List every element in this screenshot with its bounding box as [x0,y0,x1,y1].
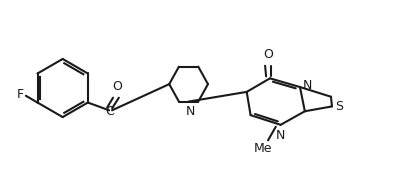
Text: C: C [105,105,114,118]
Text: O: O [112,80,121,93]
Text: N: N [185,105,195,118]
Text: F: F [17,88,24,101]
Text: N: N [302,79,311,92]
Text: O: O [262,48,272,61]
Text: N: N [275,129,285,142]
Text: S: S [334,100,342,113]
Text: Me: Me [253,142,272,155]
